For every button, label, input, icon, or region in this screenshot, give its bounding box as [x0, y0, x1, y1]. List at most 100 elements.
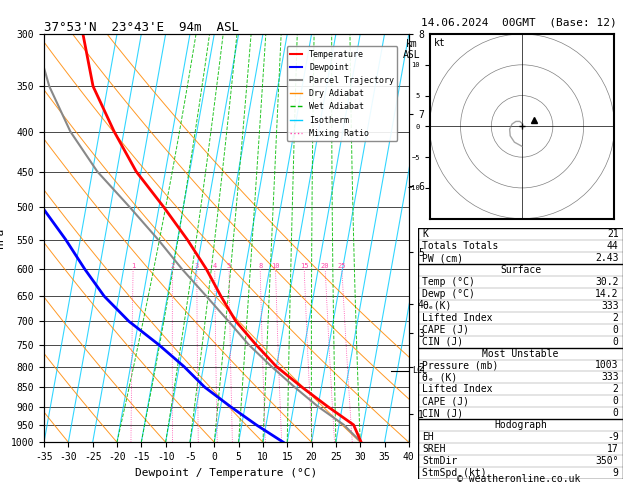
Text: Lifted Index: Lifted Index: [423, 313, 493, 323]
Text: 4: 4: [213, 263, 217, 269]
Text: 2: 2: [170, 263, 175, 269]
Parcel Trajectory: [203, 293, 210, 299]
Temperature: [89, 84, 97, 89]
Text: SREH: SREH: [423, 444, 446, 454]
Dewpoint: [279, 439, 287, 445]
Text: 5: 5: [227, 263, 231, 269]
Text: 350°: 350°: [595, 456, 619, 466]
Text: CAPE (J): CAPE (J): [423, 325, 469, 335]
Temperature: [110, 129, 118, 135]
Text: 17: 17: [607, 444, 619, 454]
Line: Dewpoint: Dewpoint: [0, 34, 283, 442]
Temperature: [272, 364, 280, 369]
Temperature: [203, 266, 210, 272]
Text: Pressure (mb): Pressure (mb): [423, 361, 499, 370]
Temperature: [324, 403, 331, 409]
Parcel Trajectory: [291, 384, 298, 390]
Temperature: [133, 169, 140, 174]
Parcel Trajectory: [126, 204, 133, 210]
Dewpoint: [181, 364, 188, 369]
Parcel Trajectory: [245, 342, 252, 347]
Text: 1: 1: [131, 263, 135, 269]
Text: Most Unstable: Most Unstable: [482, 348, 559, 359]
Text: Temp (°C): Temp (°C): [423, 277, 476, 287]
Dewpoint: [101, 293, 108, 299]
Text: 8: 8: [258, 263, 262, 269]
Text: Lifted Index: Lifted Index: [423, 384, 493, 394]
Dewpoint: [0, 84, 4, 89]
Text: 21: 21: [607, 229, 619, 240]
Text: 15: 15: [300, 263, 308, 269]
Text: 2: 2: [613, 384, 619, 394]
Parcel Trajectory: [94, 169, 101, 174]
Temperature: [350, 422, 357, 428]
Text: 44: 44: [607, 241, 619, 251]
Dewpoint: [16, 169, 23, 174]
Dewpoint: [62, 237, 69, 243]
Text: 9: 9: [613, 468, 619, 478]
Parcel Trajectory: [67, 129, 74, 135]
Text: Hodograph: Hodograph: [494, 420, 547, 430]
Text: θₑ(K): θₑ(K): [423, 301, 452, 311]
Parcel Trajectory: [225, 318, 232, 324]
Text: 0: 0: [613, 325, 619, 335]
Text: LCL: LCL: [413, 366, 428, 375]
Parcel Trajectory: [268, 364, 276, 369]
Parcel Trajectory: [178, 266, 186, 272]
Text: StmDir: StmDir: [423, 456, 458, 466]
Temperature: [160, 204, 168, 210]
Text: EH: EH: [423, 432, 434, 442]
Line: Temperature: Temperature: [83, 34, 361, 442]
Text: PW (cm): PW (cm): [423, 253, 464, 263]
Temperature: [298, 384, 306, 390]
Dewpoint: [226, 403, 234, 409]
Text: 20: 20: [321, 263, 330, 269]
Text: CIN (J): CIN (J): [423, 408, 464, 418]
Text: Dewp (°C): Dewp (°C): [423, 289, 476, 299]
Text: 2.43: 2.43: [595, 253, 619, 263]
Text: 14.06.2024  00GMT  (Base: 12): 14.06.2024 00GMT (Base: 12): [421, 17, 617, 27]
Parcel Trajectory: [154, 237, 162, 243]
Text: θₑ (K): θₑ (K): [423, 372, 458, 382]
Line: Parcel Trajectory: Parcel Trajectory: [35, 34, 361, 442]
Text: StmSpd (kt): StmSpd (kt): [423, 468, 487, 478]
Temperature: [79, 31, 87, 37]
Dewpoint: [201, 384, 208, 390]
Text: K: K: [423, 229, 428, 240]
Temperature: [217, 293, 225, 299]
Text: Surface: Surface: [500, 265, 541, 275]
Parcel Trajectory: [314, 403, 321, 409]
Temperature: [184, 237, 191, 243]
Text: 2: 2: [613, 313, 619, 323]
Text: 0: 0: [613, 337, 619, 347]
Legend: Temperature, Dewpoint, Parcel Trajectory, Dry Adiabat, Wet Adiabat, Isotherm, Mi: Temperature, Dewpoint, Parcel Trajectory…: [287, 46, 398, 141]
Temperature: [252, 342, 260, 347]
Y-axis label: hPa: hPa: [0, 228, 5, 248]
Parcel Trajectory: [357, 439, 365, 445]
Text: CIN (J): CIN (J): [423, 337, 464, 347]
Text: Totals Totals: Totals Totals: [423, 241, 499, 251]
Temperature: [232, 318, 240, 324]
Text: 3: 3: [195, 263, 199, 269]
Text: © weatheronline.co.uk: © weatheronline.co.uk: [457, 473, 581, 484]
Text: 0: 0: [613, 408, 619, 418]
Text: CAPE (J): CAPE (J): [423, 396, 469, 406]
X-axis label: Dewpoint / Temperature (°C): Dewpoint / Temperature (°C): [135, 468, 318, 478]
Text: 1003: 1003: [595, 361, 619, 370]
Dewpoint: [155, 342, 162, 347]
Parcel Trajectory: [45, 84, 53, 89]
Text: 333: 333: [601, 301, 619, 311]
Text: 25: 25: [338, 263, 346, 269]
Text: -9: -9: [607, 432, 619, 442]
Text: 333: 333: [601, 372, 619, 382]
Parcel Trajectory: [340, 422, 348, 428]
Dewpoint: [38, 204, 46, 210]
Text: kt: kt: [433, 38, 445, 48]
Dewpoint: [252, 422, 260, 428]
Dewpoint: [3, 129, 11, 135]
Text: 10: 10: [271, 263, 280, 269]
Dewpoint: [81, 266, 89, 272]
Text: 0: 0: [613, 396, 619, 406]
Parcel Trajectory: [31, 31, 38, 37]
Dewpoint: [125, 318, 133, 324]
